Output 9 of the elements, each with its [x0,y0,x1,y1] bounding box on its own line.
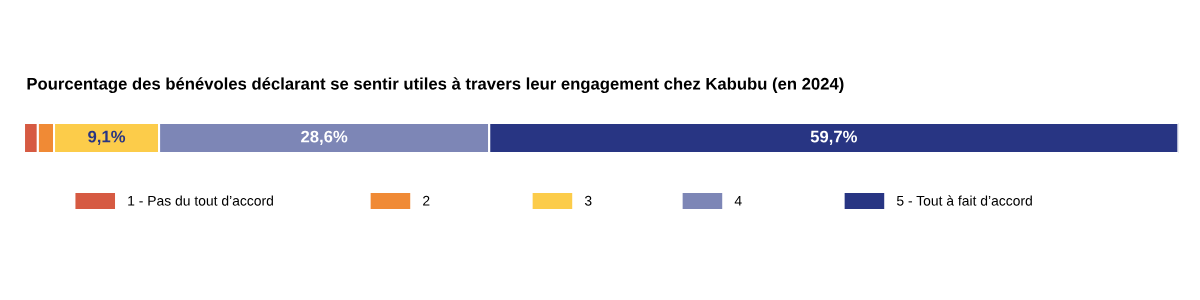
chart-title: Pourcentage des bénévoles déclarant se sentir utiles à travers leur engagement chez Kabubu (en 2024) [27,77,844,93]
data-label: 28,6% [301,130,348,145]
legend-label: 1 - Pas du tout d’accord [128,195,273,206]
data-label: 59,7% [810,130,857,145]
legend-label: 5 - Tout à fait d’accord [896,195,1032,206]
legend-label: 2 [423,195,430,206]
data-label: 9,1% [88,130,126,145]
legend-label: 4 [734,195,742,206]
legend-label: 3 [584,195,592,206]
